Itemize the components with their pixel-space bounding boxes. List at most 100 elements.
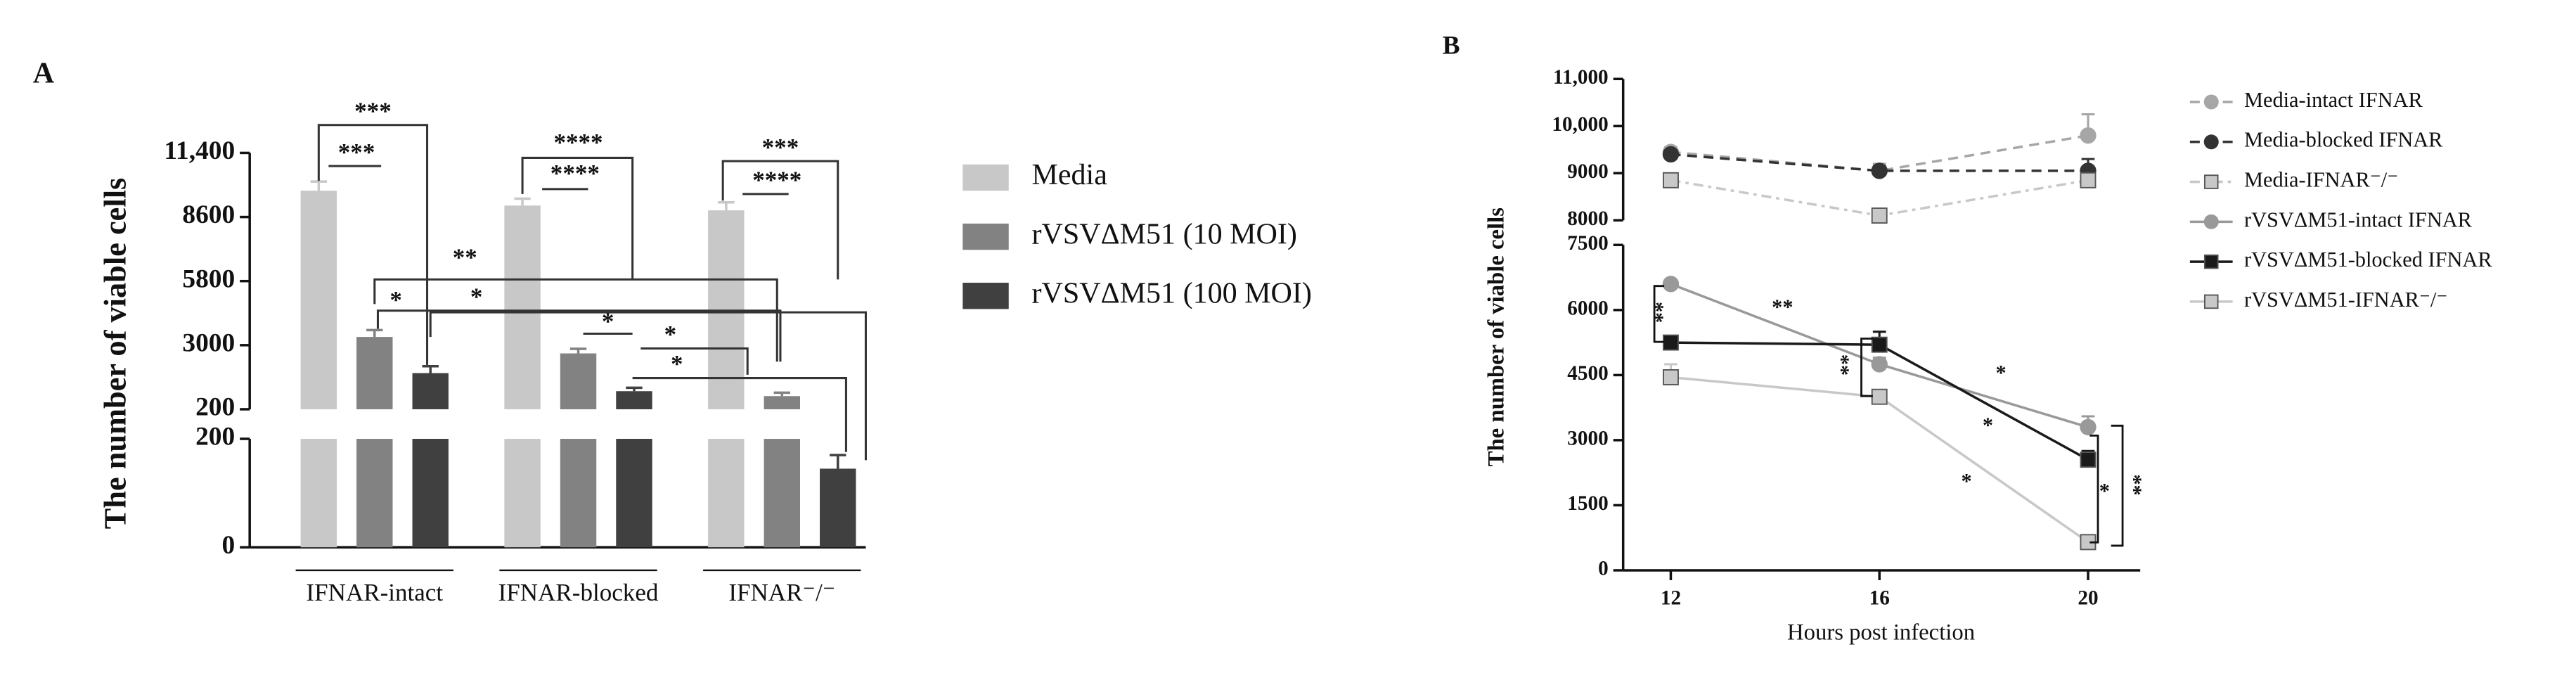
significance-label: ** — [1836, 354, 1860, 376]
y-axis-title: The number of viable cells — [1484, 207, 1509, 466]
y-tick-label: 0 — [221, 531, 235, 560]
marker — [2203, 94, 2219, 110]
significance-label: *** — [354, 97, 392, 124]
bar — [560, 439, 597, 548]
marker — [2203, 174, 2219, 189]
significance-label: * — [664, 321, 677, 348]
bar — [504, 205, 541, 409]
bar — [412, 373, 449, 409]
marker — [1871, 356, 1888, 373]
marker — [2080, 172, 2097, 188]
bar — [356, 439, 393, 548]
legend-swatch — [962, 283, 1009, 309]
bar — [300, 439, 337, 548]
significance-label: * — [671, 350, 683, 378]
marker — [2203, 134, 2219, 150]
y-tick-label: 3000 — [1567, 428, 1608, 450]
significance-label: **** — [550, 160, 600, 187]
significance-label: * — [1983, 414, 1993, 437]
y-tick-label: 0 — [1598, 558, 1609, 580]
marker — [1663, 334, 1679, 351]
legend-swatch — [962, 164, 1009, 191]
x-tick-label: 12 — [1661, 587, 1681, 610]
significance-label: * — [2099, 479, 2110, 503]
y-tick-label: 9000 — [1567, 160, 1608, 183]
y-tick-label: 8000 — [1567, 207, 1608, 230]
y-axis-title: The number of viable cells — [97, 178, 132, 530]
marker — [2203, 294, 2219, 309]
significance-label: * — [1996, 361, 2007, 385]
series-line — [1670, 153, 2088, 172]
legend-label: rVSVΔM51-intact IFNAR — [2244, 207, 2473, 231]
legend-label: rVSVΔM51 (10 MOI) — [1031, 218, 1296, 250]
legend-label: rVSVΔM51 (100 MOI) — [1031, 277, 1311, 309]
significance-bracket — [1653, 285, 1665, 343]
bar — [560, 353, 597, 409]
bar — [616, 391, 652, 409]
significance-label: *** — [338, 139, 375, 166]
significance-bracket — [1860, 338, 1873, 397]
significance-label: * — [1961, 469, 1971, 493]
significance-bracket — [429, 311, 867, 461]
bar — [764, 396, 800, 409]
bar — [300, 191, 337, 409]
x-tick-label: IFNAR-blocked — [498, 579, 659, 606]
y-tick-label: 8600 — [182, 200, 235, 229]
legend-label: rVSVΔM51-blocked IFNAR — [2244, 248, 2492, 271]
significance-label: * — [470, 283, 483, 310]
marker — [1871, 207, 1888, 224]
marker — [1662, 146, 1680, 163]
significance-bracket — [632, 377, 847, 452]
y-tick-label: 10,000 — [1552, 113, 1608, 136]
legend-label: rVSVΔM51-IFNAR⁻/⁻ — [2244, 288, 2447, 312]
marker — [2203, 254, 2219, 269]
bar — [708, 439, 745, 548]
bar — [356, 337, 393, 409]
x-axis-title: Hours post infection — [1787, 620, 1975, 646]
y-tick-label: 6000 — [1567, 297, 1608, 320]
marker — [2080, 418, 2097, 436]
legend-label: Media-IFNAR⁻/⁻ — [2244, 168, 2398, 192]
significance-bracket — [2111, 424, 2124, 547]
significance-bracket — [373, 278, 778, 362]
y-tick-label: 200 — [195, 423, 235, 451]
significance-bracket — [521, 156, 634, 280]
x-tick-label: 16 — [1869, 587, 1890, 610]
significance-label: ** — [2128, 474, 2152, 495]
series-line — [1670, 283, 2089, 429]
marker — [1662, 276, 1680, 293]
marker — [2080, 451, 2097, 468]
y-tick-label: 7500 — [1567, 232, 1608, 255]
significance-label: ** — [1650, 302, 1674, 323]
marker — [1663, 369, 1679, 385]
significance-bracket — [721, 160, 839, 280]
y-tick-label: 1500 — [1567, 492, 1608, 515]
y-tick-label: 3000 — [182, 328, 235, 357]
significance-label: * — [389, 286, 402, 314]
panel-label: A — [33, 57, 55, 89]
bar — [616, 439, 652, 548]
significance-label: *** — [762, 134, 799, 161]
y-tick-label: 4500 — [1567, 362, 1608, 385]
significance-label: **** — [752, 167, 801, 194]
y-tick-label: 200 — [195, 393, 235, 422]
marker — [1871, 336, 1888, 353]
marker — [2203, 214, 2219, 229]
y-tick-label: 11,400 — [164, 136, 235, 165]
marker — [1663, 172, 1679, 188]
marker — [1871, 388, 1888, 405]
significance-bracket — [376, 309, 782, 362]
marker — [2080, 127, 2097, 144]
significance-label: **** — [553, 129, 603, 156]
legend-swatch — [962, 223, 1009, 250]
panel-label: B — [1443, 31, 1460, 60]
bar — [820, 468, 856, 548]
bar — [412, 439, 449, 548]
significance-bracket — [2089, 434, 2099, 544]
x-tick-label: IFNAR⁻/⁻ — [728, 579, 835, 606]
legend-label: Media — [1031, 159, 1107, 191]
legend-label: Media-intact IFNAR — [2244, 88, 2423, 112]
bar — [764, 439, 800, 548]
